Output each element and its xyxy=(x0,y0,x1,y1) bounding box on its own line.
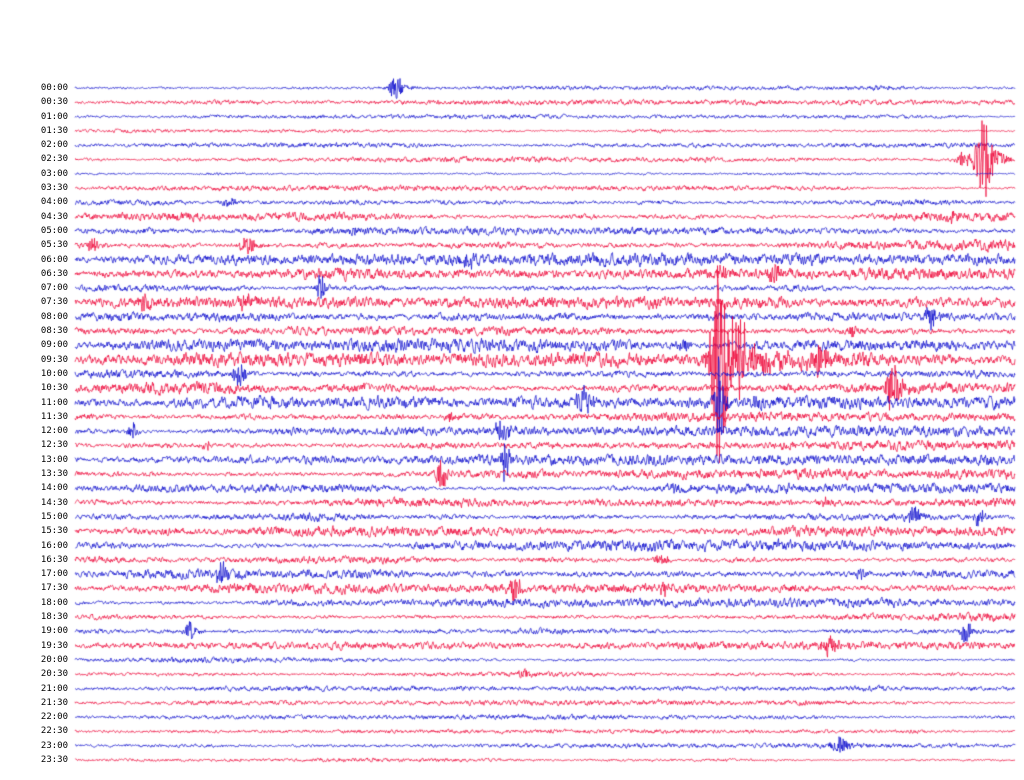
time-label: 16:00 xyxy=(40,540,68,551)
time-label: 07:30 xyxy=(40,297,68,308)
time-label: 14:30 xyxy=(40,497,68,508)
time-label: 07:00 xyxy=(40,283,68,294)
time-label: 21:00 xyxy=(40,683,68,694)
time-label: 01:30 xyxy=(40,125,68,136)
time-label: 10:00 xyxy=(40,368,68,379)
time-label: 20:00 xyxy=(40,654,68,665)
time-label: 04:30 xyxy=(40,211,68,222)
time-label: 02:00 xyxy=(40,140,68,151)
time-label: 06:00 xyxy=(40,254,68,265)
time-label: 05:30 xyxy=(40,240,68,251)
time-label: 22:30 xyxy=(40,726,68,737)
time-label: 05:00 xyxy=(40,225,68,236)
time-label: 20:30 xyxy=(40,669,68,680)
time-label: 18:30 xyxy=(40,612,68,623)
time-label: 15:30 xyxy=(40,526,68,537)
time-label: 21:30 xyxy=(40,697,68,708)
time-label: 11:00 xyxy=(40,397,68,408)
time-label: 10:30 xyxy=(40,383,68,394)
time-label: 17:00 xyxy=(40,569,68,580)
time-label: 00:30 xyxy=(40,97,68,108)
time-label: 09:30 xyxy=(40,354,68,365)
time-label: 02:30 xyxy=(40,154,68,165)
time-label: 06:30 xyxy=(40,268,68,279)
time-label: 15:00 xyxy=(40,511,68,522)
time-label: 08:30 xyxy=(40,326,68,337)
time-label: 08:00 xyxy=(40,311,68,322)
time-label: 04:00 xyxy=(40,197,68,208)
time-label: 19:00 xyxy=(40,626,68,637)
time-label: 23:00 xyxy=(40,740,68,751)
time-label: 13:00 xyxy=(40,454,68,465)
time-label: 22:00 xyxy=(40,712,68,723)
time-label: 23:30 xyxy=(40,755,68,765)
time-label: 16:30 xyxy=(40,554,68,565)
time-label: 18:00 xyxy=(40,597,68,608)
time-label: 14:00 xyxy=(40,483,68,494)
time-label: 03:30 xyxy=(40,183,68,194)
time-label: 00:00 xyxy=(40,83,68,93)
time-label: 13:30 xyxy=(40,469,68,480)
time-label: 03:00 xyxy=(40,168,68,179)
time-label: 12:30 xyxy=(40,440,68,451)
time-label: 11:30 xyxy=(40,411,68,422)
time-label: 01:00 xyxy=(40,111,68,122)
time-label: 19:30 xyxy=(40,640,68,651)
time-label: 12:00 xyxy=(40,426,68,437)
time-label: 17:30 xyxy=(40,583,68,594)
time-label: 09:00 xyxy=(40,340,68,351)
